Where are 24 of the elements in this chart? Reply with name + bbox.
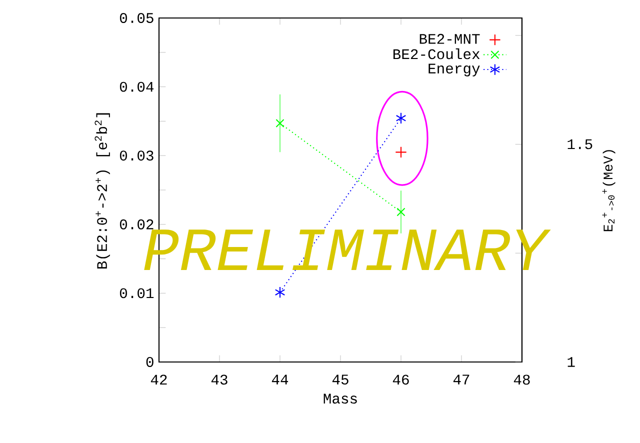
- point: [396, 208, 406, 216]
- y2-axis-title: E$_{2}$+->0$^{+}$(MeV): [602, 150, 616, 232]
- y2-tick-label: 1.5: [568, 139, 592, 150]
- y-tick-label: 0.04: [120, 82, 154, 92]
- y-tick-label: 0.02: [120, 219, 154, 230]
- y-tick-label: 0: [146, 357, 154, 367]
- y-tick-label: 0.05: [120, 13, 154, 23]
- x-tick-label: 46: [392, 374, 409, 385]
- legend-label: Energy: [428, 64, 480, 76]
- x-tick-label: 43: [211, 374, 228, 385]
- x-tick-label: 45: [332, 374, 348, 385]
- y-tick-label: 0.01: [120, 288, 154, 298]
- x-tick-label: 42: [150, 374, 167, 385]
- x-tick-label: 47: [453, 374, 470, 384]
- legend-label: BE2-MNT: [420, 34, 480, 44]
- x-tick-label: 48: [514, 374, 530, 385]
- x-tick-label: 44: [272, 374, 288, 384]
- point: [276, 118, 284, 128]
- text: B(E2:0$^{+}$->2$^{+}$) [e$^{2}$b$^{2}$]: [94, 113, 110, 269]
- point: [395, 146, 407, 158]
- legend-label: BE2-Coulex: [393, 48, 480, 60]
- y2-tick-label: 1: [568, 357, 575, 367]
- x-axis-title: Mass: [324, 394, 357, 404]
- y-tick-label: 0.03: [120, 150, 154, 161]
